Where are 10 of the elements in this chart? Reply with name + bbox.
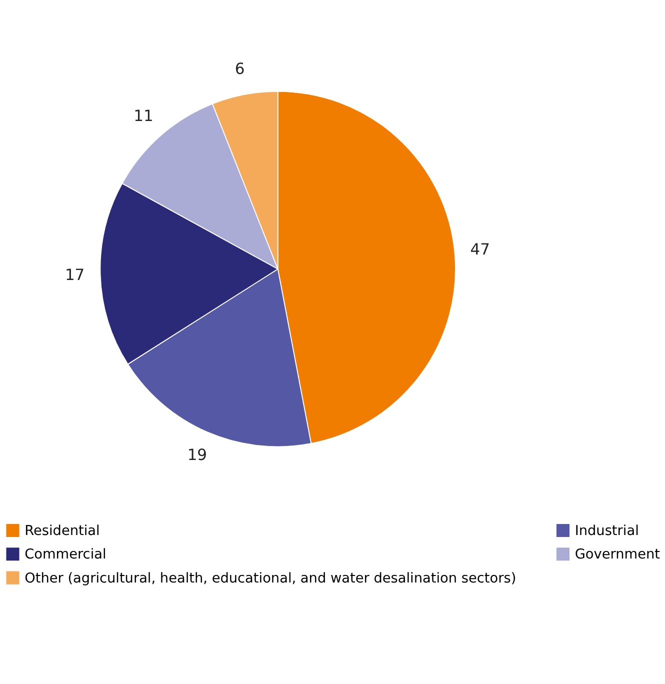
legend-label: Industrial: [574, 523, 639, 540]
legend-label: Other (agricultural, health, educational, and water desalination sectors): [24, 570, 516, 586]
data-label: 17: [64, 266, 85, 284]
legend-label: Residential: [24, 523, 100, 540]
data-label: 11: [134, 107, 154, 126]
data-label: 19: [187, 446, 208, 464]
legend-label: Commercial: [24, 546, 106, 563]
legend-label: Government: [574, 546, 661, 563]
data-label: 6: [234, 60, 245, 78]
data-label: 47: [470, 240, 490, 258]
